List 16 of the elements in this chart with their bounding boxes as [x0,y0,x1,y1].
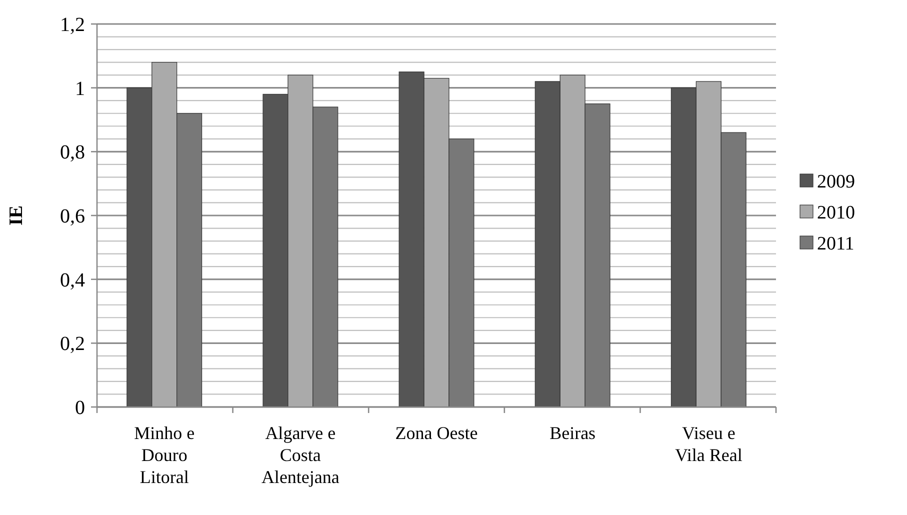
legend-label: 2010 [817,202,855,224]
x-tick-label: Viseu e Vila Real [674,423,742,465]
x-tick-label: Beiras [550,423,596,443]
y-tick-label: 0,2 [60,333,85,356]
legend-label: 2011 [817,234,854,255]
y-tick-label: 0,4 [60,269,85,292]
legend-label: 2009 [817,172,855,193]
y-tick-label: 1 [75,78,85,100]
y-tick-label: 0,6 [60,206,85,228]
x-tick-label: Minho e Douro Litoral [134,423,195,487]
y-tick-label: 0 [75,397,85,419]
x-tick-label: Zona Oeste [395,423,478,443]
y-tick-label: 0,8 [60,142,85,164]
x-tick-label: Algarve e Costa Alentejana [261,423,340,487]
y-axis-title: IE [6,205,27,226]
y-tick-label: 1,2 [60,14,85,36]
